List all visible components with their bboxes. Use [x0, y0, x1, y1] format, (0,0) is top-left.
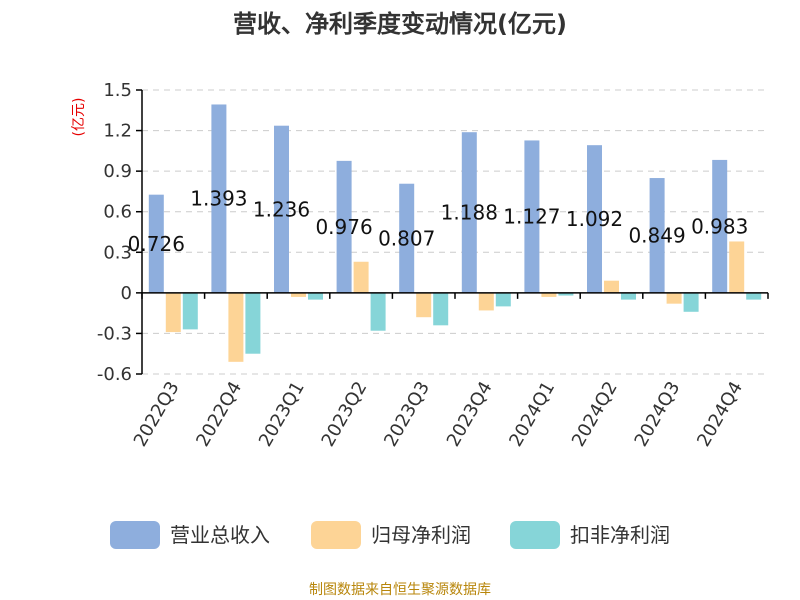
bar[interactable]	[211, 104, 227, 293]
x-tick-label: 2022Q4	[192, 378, 246, 450]
bar[interactable]	[461, 132, 477, 293]
y-tick-label: 1.5	[103, 80, 132, 101]
legend-item[interactable]: 营业总收入	[110, 521, 270, 549]
bar[interactable]	[245, 292, 261, 354]
bar[interactable]	[433, 292, 449, 326]
data-label: 0.726	[128, 232, 185, 256]
bar[interactable]	[416, 292, 432, 318]
bar[interactable]	[148, 194, 164, 293]
x-tick-label: 2024Q1	[505, 378, 559, 450]
bar[interactable]	[524, 140, 540, 293]
chart-title: 营收、净利季度变动情况(亿元)	[233, 10, 567, 38]
y-tick-label: -0.3	[97, 323, 132, 344]
bar[interactable]	[746, 292, 762, 300]
data-label: 1.188	[441, 201, 498, 225]
x-tick-label: 2022Q3	[130, 378, 184, 450]
legend-item[interactable]: 扣非净利润	[510, 521, 670, 549]
y-tick-label: 0.3	[103, 242, 132, 263]
data-label: 1.393	[190, 187, 247, 211]
data-label: 1.092	[566, 207, 623, 231]
bar[interactable]	[604, 280, 619, 293]
x-tick-label: 2023Q4	[443, 378, 497, 450]
bar[interactable]	[274, 125, 289, 293]
data-label: 1.236	[253, 197, 310, 221]
bar[interactable]	[712, 159, 728, 293]
bar[interactable]	[541, 292, 557, 297]
data-label: 0.983	[691, 214, 748, 238]
bar[interactable]	[729, 241, 745, 293]
bar[interactable]	[336, 160, 352, 293]
legend-item[interactable]: 归母净利润	[311, 521, 471, 549]
y-tick-label: -0.6	[97, 364, 132, 385]
bar[interactable]	[478, 292, 494, 311]
bar[interactable]	[666, 292, 682, 304]
bar[interactable]	[165, 292, 181, 333]
data-label: 1.127	[503, 205, 560, 229]
legend-swatch	[510, 521, 560, 549]
bar[interactable]	[621, 292, 636, 300]
bar[interactable]	[228, 292, 244, 362]
x-tick-label: 2023Q3	[380, 378, 434, 450]
y-tick-label: 0.9	[103, 161, 132, 182]
axes	[136, 89, 769, 375]
x-tick-label: 2024Q3	[631, 378, 685, 450]
source-note: 制图数据来自恒生聚源数据库	[309, 582, 491, 598]
bar[interactable]	[308, 292, 323, 300]
y-tick-label: 0.6	[103, 202, 132, 223]
bar[interactable]	[558, 292, 574, 296]
legend-swatch	[110, 521, 160, 549]
legend-label: 扣非净利润	[570, 523, 670, 547]
bar[interactable]	[353, 261, 369, 293]
legend[interactable]: 营业总收入 归母净利润 扣非净利润	[110, 521, 670, 549]
x-tick-label: 2023Q1	[255, 378, 309, 450]
bar[interactable]	[399, 183, 415, 293]
bar[interactable]	[182, 292, 198, 330]
legend-label: 归母净利润	[371, 523, 471, 547]
x-tick-label: 2023Q2	[318, 378, 372, 450]
legend-swatch	[311, 521, 361, 549]
bar[interactable]	[495, 292, 511, 307]
bars	[148, 104, 762, 362]
x-tick-label: 2024Q2	[568, 378, 622, 450]
bar[interactable]	[587, 145, 602, 293]
bar[interactable]	[683, 292, 699, 312]
data-label: 0.976	[315, 215, 372, 239]
x-tick-label: 2024Q4	[693, 378, 747, 450]
legend-label: 营业总收入	[170, 523, 270, 547]
y-tick-label: 1.2	[103, 121, 132, 142]
bar[interactable]	[649, 178, 665, 293]
bar[interactable]	[291, 292, 306, 297]
x-axis-ticks: 2022Q3 2022Q4 2023Q1 2023Q2 2023Q3 2023Q4 2024…	[130, 378, 747, 450]
y-tick-label: 0	[121, 283, 132, 304]
y-axis-ticks: 1.5 1.2 0.9 0.6 0.3 0 -0.3 -0.6	[97, 80, 132, 385]
data-label: 0.849	[628, 223, 685, 247]
bar[interactable]	[370, 292, 386, 331]
y-axis-unit-label: (亿元)	[71, 98, 87, 137]
data-label: 0.807	[378, 226, 435, 250]
